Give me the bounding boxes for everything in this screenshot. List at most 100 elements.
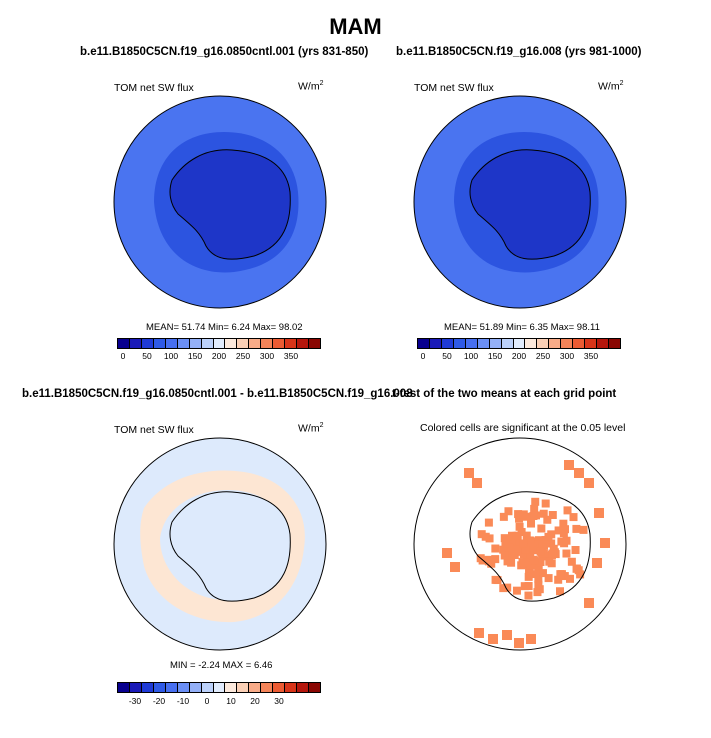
significant-cell xyxy=(491,544,500,553)
positive-anomaly-ring xyxy=(140,470,305,623)
significant-cell xyxy=(507,558,516,567)
colorbar-swatch xyxy=(297,683,309,692)
significant-cell xyxy=(535,585,544,594)
colorbar-swatch xyxy=(261,339,274,348)
significant-cell xyxy=(600,538,610,548)
panel1-colorbar xyxy=(117,338,321,349)
significant-cell xyxy=(491,555,500,564)
colorbar-swatch xyxy=(165,683,178,692)
colorbar-tick-label: 200 xyxy=(211,351,227,361)
colorbar-tick-label: -20 xyxy=(152,696,166,706)
panel2-colorbar-ticks: 0 50 100 150 200 250 300 350 xyxy=(417,351,621,363)
colorbar-swatch xyxy=(489,339,502,348)
panel3-colorbar-ticks: -30 -20 -10 0 10 20 30 xyxy=(117,696,321,708)
significant-cell xyxy=(562,536,571,545)
colorbar-tick-label: -30 xyxy=(128,696,142,706)
colorbar-swatch xyxy=(141,683,154,692)
colorbar-swatch xyxy=(453,339,466,348)
significant-cell xyxy=(527,543,536,552)
panel2-colorbar xyxy=(417,338,621,349)
significant-cell xyxy=(539,509,548,518)
significant-cell xyxy=(536,558,545,567)
colorbar-tick-label: 350 xyxy=(583,351,599,361)
colorbar-tick-label: 100 xyxy=(163,351,179,361)
significant-cell xyxy=(526,551,535,560)
significant-cell xyxy=(529,511,538,520)
colorbar-swatch xyxy=(273,339,286,348)
significant-cell xyxy=(501,539,510,548)
colorbar-tick-label: 200 xyxy=(511,351,527,361)
panel3-stats: MIN = -2.24 MAX = 6.46 xyxy=(170,660,273,671)
panel2-title: b.e11.B1850C5CN.f19_g16.008 (yrs 981-100… xyxy=(396,46,642,58)
colorbar-tick-label: 0 xyxy=(120,351,126,361)
colorbar-swatch xyxy=(201,683,214,692)
significant-cell xyxy=(515,522,524,531)
colorbar-swatch xyxy=(597,339,609,348)
colorbar-swatch xyxy=(129,339,142,348)
colorbar-swatch xyxy=(585,339,598,348)
significant-cell xyxy=(572,524,581,533)
colorbar-swatch xyxy=(118,683,130,692)
colorbar-swatch xyxy=(249,339,262,348)
significant-cell xyxy=(513,531,522,540)
significant-cell xyxy=(488,634,498,644)
significant-cell xyxy=(472,478,482,488)
colorbar-swatch xyxy=(118,339,130,348)
panel4-map xyxy=(413,437,627,651)
map-boundary xyxy=(413,437,627,651)
significant-cell xyxy=(569,513,578,522)
colorbar-swatch xyxy=(418,339,430,348)
significant-cell xyxy=(541,499,550,508)
colorbar-tick-label: 50 xyxy=(442,351,452,361)
panel3-map xyxy=(113,437,327,651)
colorbar-tick-label: 300 xyxy=(559,351,575,361)
colorbar-swatch xyxy=(285,339,298,348)
panel1-colorbar-ticks: 0 50 100 150 200 250 300 350 xyxy=(117,351,321,363)
colorbar-tick-label: 20 xyxy=(250,696,260,706)
colorbar-swatch xyxy=(261,683,274,692)
significant-cell xyxy=(499,584,508,593)
significant-cell xyxy=(522,531,531,540)
significant-cell xyxy=(563,506,572,515)
colorbar-tick-label: 0 xyxy=(204,696,210,706)
significant-cell xyxy=(537,524,546,533)
colorbar-tick-label: 150 xyxy=(187,351,203,361)
significant-cell xyxy=(559,529,568,538)
colorbar-swatch xyxy=(561,339,574,348)
significant-cell xyxy=(474,628,484,638)
significant-cell xyxy=(450,562,460,572)
panel1-stats: MEAN= 51.74 Min= 6.24 Max= 98.02 xyxy=(146,322,303,333)
significant-cell xyxy=(519,539,528,548)
significant-cell xyxy=(514,510,523,519)
significant-cell xyxy=(521,545,530,554)
significant-cell xyxy=(534,536,543,545)
antarctica-landmass xyxy=(169,491,291,602)
colorbar-tick-label: 150 xyxy=(487,351,503,361)
significant-cell xyxy=(522,512,531,521)
colorbar-swatch xyxy=(513,339,526,348)
colorbar-swatch xyxy=(525,339,538,348)
map-boundary xyxy=(113,95,327,309)
significant-cell xyxy=(512,586,521,595)
antarctica-landmass xyxy=(469,149,591,260)
significant-cell xyxy=(510,550,519,559)
colorbar-tick-label: 0 xyxy=(420,351,426,361)
significant-cell xyxy=(484,557,493,566)
panel2-stats: MEAN= 51.89 Min= 6.35 Max= 98.11 xyxy=(444,322,600,333)
panel3-variable-label: TOM net SW flux xyxy=(114,424,194,436)
significant-cell xyxy=(524,591,533,600)
colorbar-swatch xyxy=(309,339,320,348)
significant-cell xyxy=(527,519,536,528)
significant-cell xyxy=(592,558,602,568)
significant-cell xyxy=(513,545,522,554)
colorbar-swatch xyxy=(225,683,238,692)
colorbar-swatch xyxy=(213,683,226,692)
significant-cell xyxy=(554,575,563,584)
panel2-units: W/m2 xyxy=(598,80,624,93)
significant-cell xyxy=(565,574,574,583)
colorbar-swatch xyxy=(465,339,478,348)
map-boundary xyxy=(113,437,327,651)
significant-cell xyxy=(530,556,539,565)
significant-cell xyxy=(524,582,533,591)
colorbar-swatch xyxy=(201,339,214,348)
